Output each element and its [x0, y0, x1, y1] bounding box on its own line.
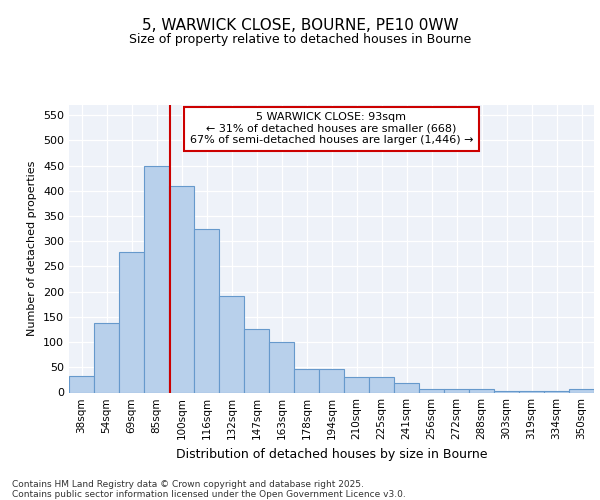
Text: 5, WARWICK CLOSE, BOURNE, PE10 0WW: 5, WARWICK CLOSE, BOURNE, PE10 0WW: [142, 18, 458, 32]
Bar: [244, 330, 269, 392]
Bar: [169, 186, 194, 392]
Bar: [344, 377, 369, 392]
Text: Contains public sector information licensed under the Open Government Licence v3: Contains public sector information licen…: [12, 490, 406, 499]
Bar: [469, 389, 494, 392]
Bar: [194, 228, 219, 392]
Bar: [94, 324, 119, 392]
Bar: [119, 252, 144, 392]
Text: 5 WARWICK CLOSE: 93sqm
← 31% of detached houses are smaller (668)
67% of semi-de: 5 WARWICK CLOSE: 93sqm ← 31% of detached…: [190, 112, 473, 146]
Bar: [444, 389, 469, 392]
X-axis label: Distribution of detached houses by size in Bourne: Distribution of detached houses by size …: [176, 448, 487, 461]
Bar: [294, 370, 319, 392]
Bar: [144, 166, 169, 392]
Bar: [69, 376, 94, 392]
Bar: [269, 342, 294, 392]
Text: Contains HM Land Registry data © Crown copyright and database right 2025.: Contains HM Land Registry data © Crown c…: [12, 480, 364, 489]
Text: Size of property relative to detached houses in Bourne: Size of property relative to detached ho…: [129, 32, 471, 46]
Bar: [419, 389, 444, 392]
Bar: [569, 390, 594, 392]
Bar: [319, 370, 344, 392]
Bar: [494, 391, 519, 392]
Bar: [369, 377, 394, 392]
Bar: [394, 384, 419, 392]
Y-axis label: Number of detached properties: Number of detached properties: [28, 161, 37, 336]
Bar: [219, 296, 244, 392]
